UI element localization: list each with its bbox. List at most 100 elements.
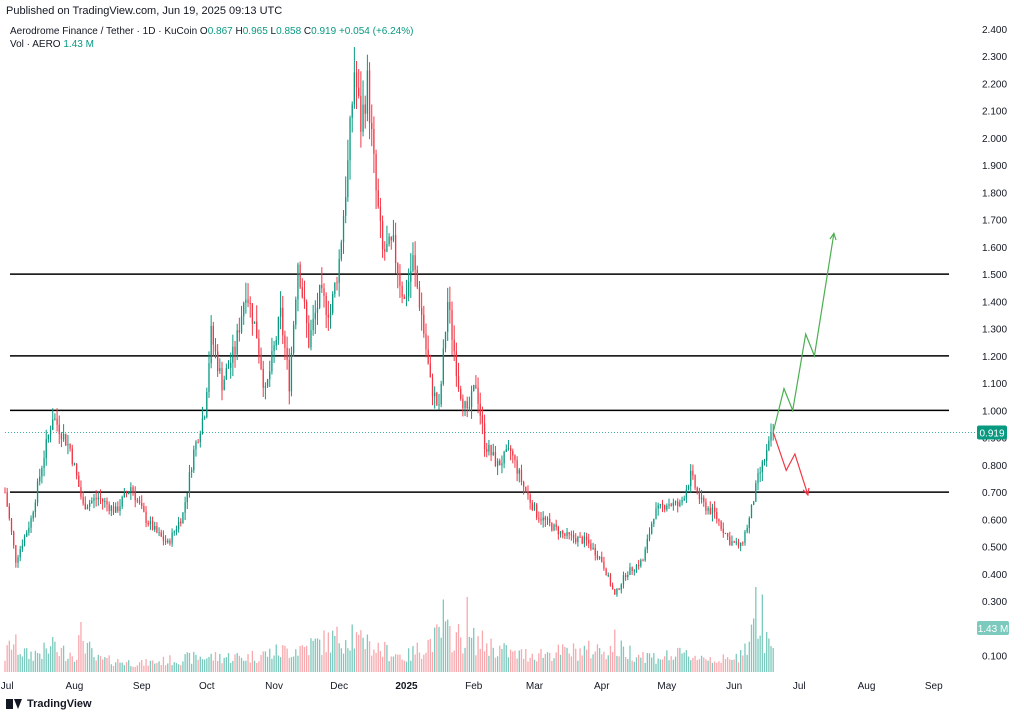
volume-bar — [82, 640, 84, 672]
candle-body — [371, 123, 373, 130]
legend-volume: 1.43 M — [63, 39, 94, 50]
candle-body — [256, 321, 258, 339]
legend-low: 0.858 — [276, 26, 302, 37]
candle-body — [67, 443, 69, 446]
candle-body — [212, 325, 214, 345]
volume-bar — [718, 661, 720, 672]
volume-bar — [707, 660, 709, 672]
candle-body — [603, 561, 605, 569]
candle-body — [121, 497, 123, 507]
candle-body — [427, 349, 429, 364]
candle-body — [449, 301, 451, 311]
volume-bar — [271, 658, 273, 672]
candle-body — [492, 452, 494, 456]
volume-bar — [514, 650, 516, 672]
candle-body — [664, 505, 666, 510]
candle-body — [453, 339, 455, 352]
candle-body — [642, 560, 644, 562]
candle-body — [596, 555, 599, 559]
volume-bar — [227, 653, 230, 672]
volume-bar — [531, 653, 533, 672]
volume-bar — [373, 649, 375, 672]
volume-bar — [605, 659, 607, 672]
volume-bar — [73, 661, 76, 672]
legend-ohlc-row: Aerodrome Finance / Tether · 1D · KuCoin… — [10, 25, 413, 38]
candle-body — [314, 312, 316, 320]
volume-bar — [199, 656, 201, 672]
candle-body — [84, 503, 86, 510]
tradingview-brand[interactable]: TradingView — [6, 698, 92, 710]
candle-body — [336, 282, 338, 284]
candle-body — [43, 458, 45, 468]
volume-bar — [614, 629, 616, 672]
price-axis[interactable]: 0.1000.2000.3000.4000.5000.6000.7000.800… — [982, 25, 1007, 663]
price-tick-label: 1.800 — [982, 188, 1007, 199]
volume-bar — [722, 654, 724, 672]
candle-body — [438, 404, 440, 406]
volume-bar — [60, 647, 63, 672]
candle-body — [494, 452, 497, 466]
time-axis[interactable]: Jul Aug Sep Oct Nov Dec 2025 Feb Mar Apr May Jun Jul… — [1, 681, 943, 692]
volume-bar — [416, 642, 418, 672]
candle-body — [629, 567, 631, 576]
volume-bar — [399, 654, 401, 672]
volume-bar — [15, 634, 17, 672]
volume-bar — [273, 655, 275, 672]
candle-body — [149, 520, 152, 525]
volume-bar — [193, 651, 195, 672]
volume-bar — [264, 651, 267, 672]
volume-bar — [661, 659, 664, 672]
candle-body — [128, 492, 130, 494]
volume-bar — [368, 641, 371, 672]
time-tick-label: May — [657, 681, 676, 692]
candle-body — [559, 531, 562, 535]
volume-bar — [247, 654, 249, 672]
volume-bar — [709, 657, 711, 672]
volume-bar — [286, 648, 288, 672]
volume-bar — [742, 655, 744, 672]
price-tick-label: 0.300 — [982, 597, 1007, 608]
candle-body — [221, 368, 223, 391]
time-tick-label: Jun — [726, 681, 742, 692]
volume-bar — [206, 658, 208, 672]
volume-bar — [238, 655, 241, 672]
volume-bar — [282, 645, 284, 672]
candle-body — [173, 531, 175, 533]
candle-body — [316, 307, 319, 313]
volume-bar — [45, 648, 47, 672]
volume-bar — [17, 654, 19, 672]
candle-body — [249, 303, 251, 305]
volume-bar — [108, 655, 110, 672]
legend-symbol[interactable]: Aerodrome Finance / Tether · 1D · KuCoin — [10, 26, 198, 37]
time-tick-label: Jul — [1, 681, 14, 692]
volume-bar — [507, 657, 510, 672]
price-tags: 0.919 1.43 M — [977, 425, 1009, 635]
volume-bar — [566, 647, 568, 672]
candle-body — [657, 505, 659, 509]
volume-bar — [6, 645, 8, 672]
legend-open-label: O — [199, 26, 208, 37]
candle-body — [97, 497, 99, 500]
candle-body — [440, 383, 442, 405]
candle-body — [308, 323, 310, 348]
candle-body — [618, 588, 620, 590]
candle-body — [425, 333, 427, 350]
legend-volume-label[interactable]: Vol · AERO — [10, 39, 61, 50]
candle-body — [488, 444, 490, 452]
candle-body — [132, 487, 134, 493]
volume-bar — [121, 662, 123, 672]
candle-body — [687, 486, 690, 490]
candle-body — [744, 531, 746, 543]
volume-bar — [342, 653, 345, 672]
candle-body — [527, 491, 529, 495]
volume-bar — [631, 660, 633, 672]
volume-bar — [177, 664, 180, 672]
price-tick-label: 1.500 — [982, 270, 1007, 281]
candle-body — [188, 472, 191, 493]
volume-bar — [277, 655, 280, 672]
volume-bar — [375, 652, 377, 672]
volume-bar — [371, 655, 373, 672]
candle-body — [99, 497, 102, 499]
volume-bar — [436, 624, 438, 672]
